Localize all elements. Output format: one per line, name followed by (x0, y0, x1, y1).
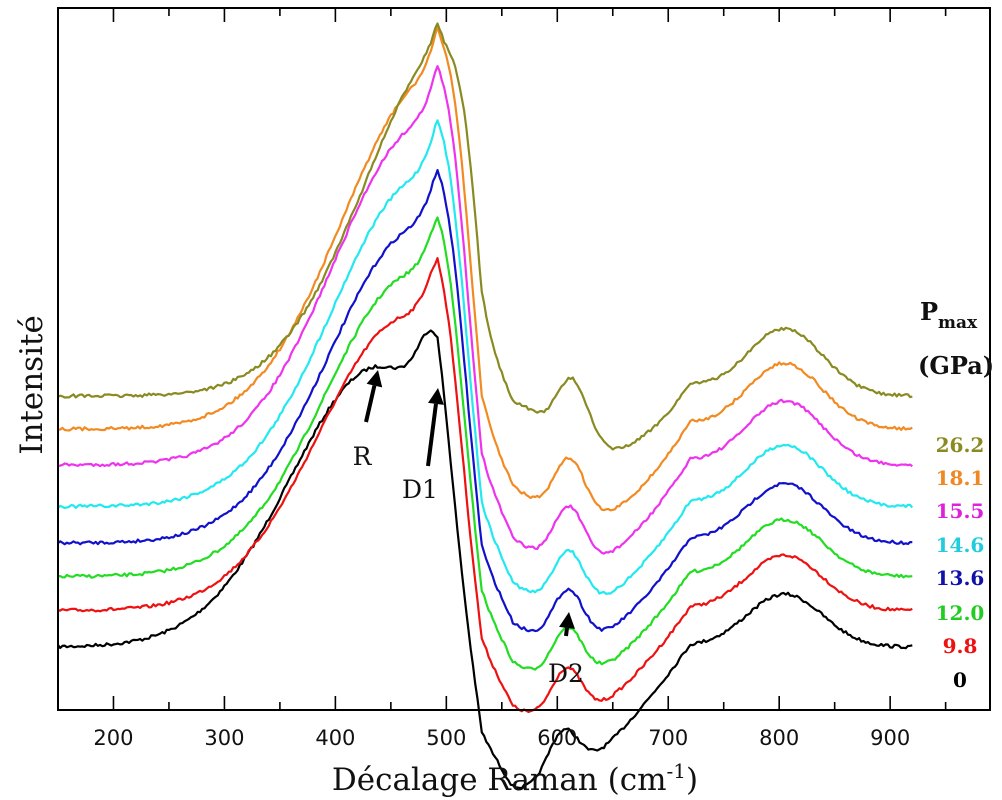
x-axis-title-sup: -1 (666, 759, 685, 783)
pressure-legend: Pmax (GPa) 0 9.8 12.0 13.6 14.6 15.5 18.1 26.2 (918, 297, 994, 692)
x-axis-title-main: Décalage Raman (cm (332, 762, 667, 798)
x-axis-title-close: ) (686, 762, 698, 798)
legend-label-14-6: 14.6 (936, 533, 985, 557)
legend-label-15-5: 15.5 (936, 499, 985, 523)
series-line-15-5 (57, 65, 913, 555)
peak-annotations: R D1 D2 (353, 370, 584, 688)
legend-label-13-6: 13.6 (936, 566, 985, 590)
annotation-arrow-shaft (564, 627, 569, 637)
annotation-label-d1: D1 (402, 475, 438, 504)
annotation-arrow-shaft (426, 403, 438, 467)
legend-title: Pmax (920, 297, 978, 333)
annotation-arrow-head (428, 388, 444, 405)
plot-frame (57, 7, 991, 711)
series-line-9-8 (57, 257, 913, 713)
series-line-18-1 (57, 25, 913, 512)
annotation-arrow-shaft (364, 385, 377, 423)
legend-label-26-2: 26.2 (936, 433, 985, 457)
y-axis-title: Intensité (14, 315, 50, 455)
x-tick-label: 700 (648, 726, 688, 750)
x-tick-label: 400 (315, 726, 355, 750)
series-line-26-2 (57, 22, 913, 451)
x-tick-label: 300 (204, 726, 244, 750)
legend-label-9-8: 9.8 (943, 634, 978, 658)
annotation-arrow-head (366, 370, 383, 388)
x-tick-label: 900 (870, 726, 910, 750)
series-line-0 (57, 329, 913, 790)
spectra-curves (57, 22, 914, 790)
series-line-14-6 (57, 119, 914, 595)
annotation-label-r: R (353, 442, 373, 471)
x-tick-label: 200 (93, 726, 133, 750)
annotation-label-d2: D2 (548, 659, 584, 688)
annotation-arrow-head (559, 612, 575, 629)
series-line-12-0 (58, 216, 913, 671)
x-tick-label: 800 (759, 726, 799, 750)
x-axis-title: Décalage Raman (cm-1) (332, 759, 698, 798)
legend-unit: (GPa) (918, 351, 994, 380)
legend-label-0: 0 (953, 668, 967, 692)
x-tick-label: 500 (426, 726, 466, 750)
legend-label-18-1: 18.1 (936, 466, 985, 490)
series-line-13-6 (57, 169, 913, 633)
x-tick-label: 600 (537, 726, 577, 750)
legend-label-12-0: 12.0 (936, 601, 985, 625)
x-axis-ticks: 200 300 400 500 600 700 800 900 (57, 8, 947, 750)
